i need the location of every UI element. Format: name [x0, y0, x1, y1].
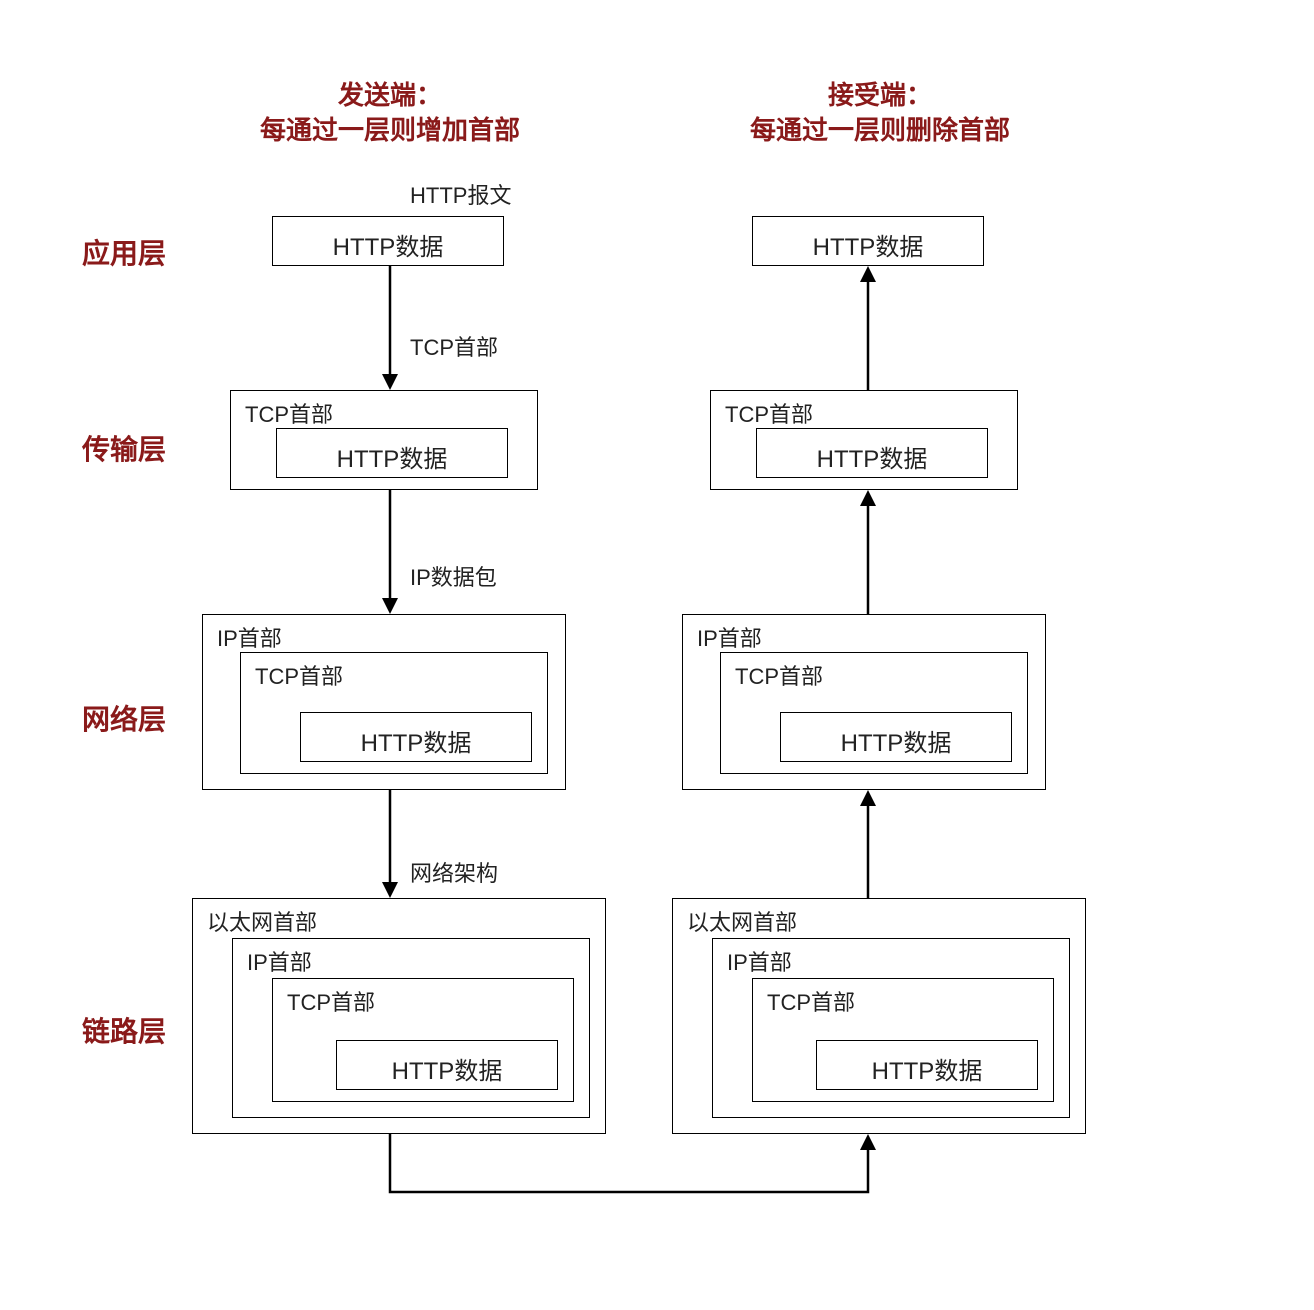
sender-network-iphdr: IP首部	[217, 626, 282, 651]
label-http-msg: HTTP报文	[410, 178, 511, 210]
diagram-canvas: 发送端： 每通过一层则增加首部 接受端： 每通过一层则删除首部 应用层 传输层 …	[0, 0, 1314, 1310]
arrow-sender-network-to-link	[380, 790, 400, 898]
receiver-network-iphdr: IP首部	[697, 626, 762, 651]
arrow-sender-app-to-transport	[380, 266, 400, 390]
receiver-network-httpdata: HTTP数据	[780, 712, 1012, 762]
receiver-link-ethhdr: 以太网首部	[687, 910, 797, 935]
receiver-transport-tcphdr: TCP首部	[725, 402, 813, 427]
sender-title: 发送端： 每通过一层则增加首部	[210, 78, 570, 148]
receiver-link-httpdata: HTTP数据	[816, 1040, 1038, 1090]
label-tcp-hdr: TCP首部	[410, 330, 498, 362]
sender-network-httpdata: HTTP数据	[300, 712, 532, 762]
receiver-link-tcphdr: TCP首部	[767, 990, 855, 1015]
arrow-sender-transport-to-network	[380, 490, 400, 614]
label-ip-pkt: IP数据包	[410, 560, 497, 592]
receiver-network-tcphdr: TCP首部	[735, 664, 823, 689]
arrow-receiver-network-to-transport	[858, 490, 878, 614]
sender-link-tcphdr: TCP首部	[287, 990, 375, 1015]
receiver-link-iphdr: IP首部	[727, 950, 792, 975]
layer-label-network: 网络层	[82, 698, 166, 738]
sender-app-httpdata: HTTP数据	[272, 216, 504, 266]
layer-label-transport: 传输层	[82, 428, 166, 468]
sender-link-httpdata: HTTP数据	[336, 1040, 558, 1090]
receiver-app-httpdata: HTTP数据	[752, 216, 984, 266]
receiver-transport-httpdata: HTTP数据	[756, 428, 988, 478]
receiver-title: 接受端： 每通过一层则删除首部	[700, 78, 1060, 148]
sender-transport-tcphdr: TCP首部	[245, 402, 333, 427]
layer-label-application: 应用层	[82, 232, 166, 272]
arrow-bottom-connector	[388, 1134, 880, 1214]
sender-link-ethhdr: 以太网首部	[207, 910, 317, 935]
label-net-frame: 网络架构	[410, 856, 498, 888]
sender-network-tcphdr: TCP首部	[255, 664, 343, 689]
layer-label-link: 链路层	[82, 1010, 166, 1050]
arrow-receiver-link-to-network	[858, 790, 878, 898]
sender-transport-httpdata: HTTP数据	[276, 428, 508, 478]
sender-link-iphdr: IP首部	[247, 950, 312, 975]
arrow-receiver-transport-to-app	[858, 266, 878, 390]
